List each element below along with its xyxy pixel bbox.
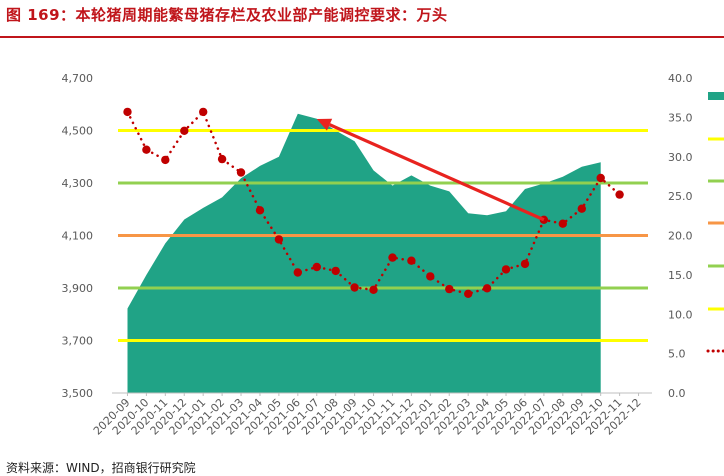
right-tick-label: 15.0 (668, 269, 693, 282)
title-divider (0, 36, 724, 38)
trend-arrow-head (316, 118, 333, 131)
growth-series-point (369, 285, 378, 294)
legend-swatch-area (708, 92, 724, 100)
right-tick-label: 35.0 (668, 111, 693, 124)
growth-series-point (577, 204, 586, 213)
growth-series-point (180, 126, 189, 135)
right-tick-label: 25.0 (668, 190, 693, 203)
left-tick-label: 4,100 (62, 230, 94, 243)
left-tick-label: 3,700 (62, 335, 94, 348)
growth-series-point (255, 206, 265, 215)
right-tick-label: 30.0 (668, 151, 693, 164)
growth-series-point (445, 284, 454, 294)
growth-series-point (161, 155, 170, 165)
growth-series-point (482, 284, 492, 293)
legend (706, 92, 724, 353)
source-note: 资料来源：WIND，招商银行研究院 (6, 461, 196, 475)
growth-series-point (123, 107, 132, 117)
left-tick-label: 4,300 (62, 177, 94, 190)
right-tick-label: 0.0 (668, 387, 686, 400)
left-tick-label: 4,500 (62, 125, 94, 138)
growth-series-point (596, 173, 605, 183)
axes-layer: 3,500 3,700 3,900 4,100 4,300 4,500 4,700 0.0 5.… (62, 72, 693, 438)
growth-series-point (236, 168, 246, 177)
growth-series-point (426, 272, 435, 281)
right-tick-label: 10.0 (668, 308, 693, 321)
right-tick-label: 20.0 (668, 230, 693, 243)
growth-series-point (350, 283, 359, 292)
growth-series-point (388, 253, 397, 262)
growth-series-point (520, 259, 530, 269)
growth-series-point (501, 265, 511, 274)
growth-series-point (331, 266, 340, 276)
right-tick-label: 40.0 (668, 72, 693, 85)
growth-series-point (142, 145, 151, 154)
right-tick-label: 5.0 (668, 348, 686, 361)
growth-series-point (312, 262, 321, 272)
growth-series-point (464, 289, 473, 298)
left-tick-label: 3,900 (62, 282, 94, 295)
growth-series-point (615, 190, 624, 199)
chart-title: 图 169：本轮猪周期能繁母猪存栏及农业部产能调控要求：万头 (6, 6, 448, 24)
growth-series-point (407, 256, 416, 265)
left-tick-label: 3,500 (62, 387, 94, 400)
annotation-layer (316, 118, 545, 222)
growth-series-point (274, 235, 284, 244)
reference-lines-layer (118, 129, 648, 342)
growth-series-point (558, 219, 567, 228)
left-tick-label: 4,700 (62, 72, 94, 85)
growth-series-point (199, 107, 208, 117)
trend-arrow-line (328, 123, 545, 222)
dotted-series-layer (123, 107, 624, 298)
growth-series-point (217, 154, 227, 164)
growth-series-point (293, 268, 302, 277)
